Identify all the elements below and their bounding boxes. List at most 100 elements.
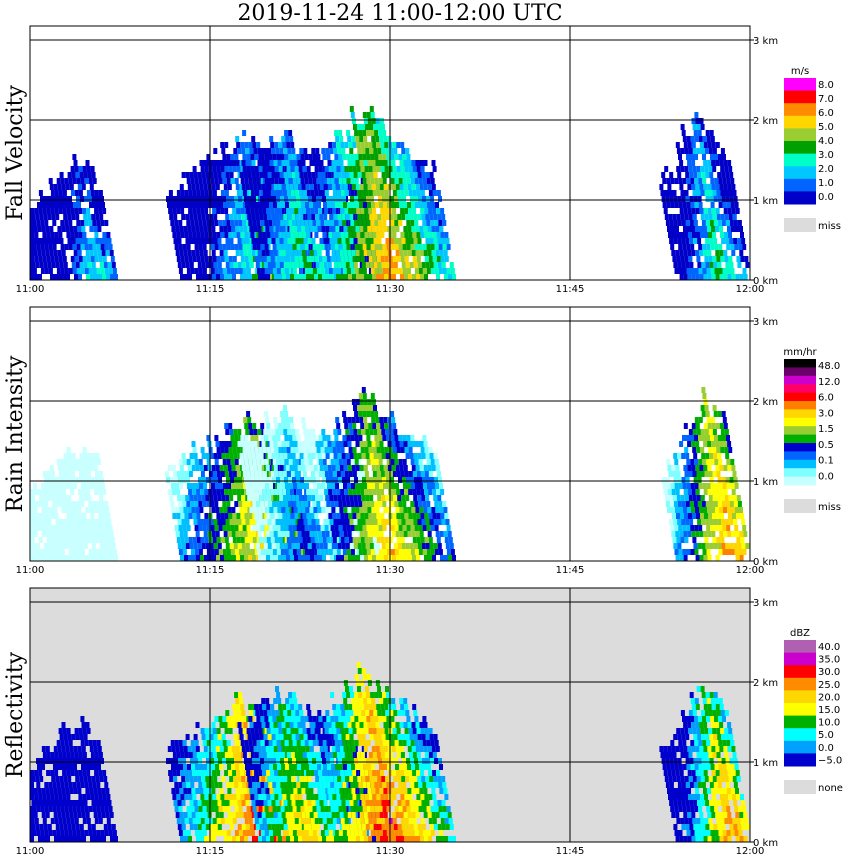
echo-pixel — [357, 148, 362, 154]
echo-pixel — [679, 507, 683, 513]
echo-pixel — [318, 256, 323, 262]
echo-pixel — [212, 232, 217, 238]
echo-pixel — [246, 549, 251, 555]
echo-pixel — [365, 453, 370, 459]
echo-pixel — [93, 465, 98, 471]
echo-pixel — [262, 208, 267, 214]
echo-pixel — [243, 417, 248, 423]
echo-pixel — [305, 507, 310, 513]
echo-pixel — [353, 405, 357, 411]
echo-pixel — [698, 459, 703, 465]
echo-pixel — [433, 214, 438, 220]
echo-pixel — [706, 525, 711, 531]
echo-pixel — [202, 196, 206, 202]
echo-pixel — [260, 477, 264, 483]
echo-pixel — [210, 525, 215, 531]
echo-pixel — [213, 172, 218, 178]
echo-pixel — [56, 459, 61, 465]
echo-pixel — [61, 531, 66, 537]
echo-pixel — [212, 537, 217, 543]
echo-pixel — [676, 495, 681, 501]
echo-pixel — [58, 274, 62, 280]
echo-pixel — [274, 537, 279, 543]
echo-pixel — [388, 537, 393, 543]
echo-pixel — [49, 465, 54, 471]
echo-pixel — [192, 447, 197, 453]
echo-pixel — [374, 154, 379, 160]
echo-pixel — [335, 202, 339, 208]
echo-pixel — [373, 172, 378, 178]
echo-pixel — [321, 172, 326, 178]
echo-pixel — [186, 501, 191, 507]
echo-pixel — [235, 202, 239, 208]
echo-pixel — [197, 495, 202, 501]
echo-pixel — [407, 202, 411, 208]
echo-pixel — [56, 549, 61, 555]
echo-pixel — [257, 160, 262, 166]
echo-pixel — [293, 226, 298, 232]
echo-pixel — [249, 519, 254, 525]
echo-pixel — [223, 507, 228, 513]
echo-pixel — [246, 268, 251, 274]
echo-pixel — [323, 214, 328, 220]
echo-pixel — [91, 543, 96, 549]
echo-pixel — [380, 471, 385, 477]
echo-pixel — [70, 166, 75, 172]
echo-pixel — [256, 459, 261, 465]
echo-pixel — [98, 274, 102, 280]
echo-pixel — [329, 519, 334, 525]
echo-pixel — [386, 154, 391, 160]
echo-pixel — [107, 262, 112, 268]
echo-pixel — [691, 489, 696, 495]
echo-pixel — [392, 489, 397, 495]
echo-pixel — [218, 477, 222, 483]
echo-pixel — [425, 214, 430, 220]
echo-pixel — [36, 525, 41, 531]
echo-pixel — [250, 435, 255, 441]
echo-pixel — [234, 268, 239, 274]
echo-pixel — [407, 441, 412, 447]
echo-pixel — [703, 160, 708, 166]
echo-pixel — [101, 531, 106, 537]
echo-pixel — [198, 459, 203, 465]
echo-pixel — [270, 166, 275, 172]
echo-pixel — [31, 262, 36, 268]
echo-pixel — [234, 525, 239, 531]
echo-pixel — [176, 232, 181, 238]
echo-pixel — [218, 549, 223, 555]
echo-pixel — [717, 262, 722, 268]
echo-pixel — [216, 166, 221, 172]
echo-pixel — [30, 555, 34, 561]
echo-pixel — [83, 453, 88, 459]
echo-pixel — [42, 555, 46, 561]
echo-pixel — [434, 220, 439, 226]
echo-pixel — [415, 160, 420, 166]
echo-pixel — [72, 549, 77, 555]
echo-pixel — [409, 172, 414, 178]
echo-pixel — [371, 160, 376, 166]
echo-pixel — [712, 232, 716, 238]
echo-pixel — [736, 537, 741, 543]
echo-pixel — [274, 232, 279, 238]
echo-pixel — [348, 274, 352, 280]
echo-pixel — [374, 459, 379, 465]
echo-pixel — [326, 220, 331, 226]
echo-pixel — [695, 489, 700, 495]
echo-pixel — [725, 501, 730, 507]
echo-pixel — [208, 256, 213, 262]
echo-pixel — [33, 226, 38, 232]
echo-pixel — [684, 471, 689, 477]
echo-pixel — [437, 262, 442, 268]
echo-pixel — [687, 489, 692, 495]
echo-pixel — [234, 178, 239, 184]
echo-pixel — [699, 274, 704, 280]
echo-pixel — [104, 268, 109, 274]
echo-pixel — [192, 166, 197, 172]
echo-pixel — [674, 483, 679, 489]
echo-pixel — [181, 495, 186, 501]
echo-pixel — [302, 447, 307, 453]
echo-pixel — [228, 555, 232, 561]
echo-pixel — [364, 471, 369, 477]
echo-pixel — [84, 244, 89, 250]
echo-pixel — [323, 202, 327, 208]
